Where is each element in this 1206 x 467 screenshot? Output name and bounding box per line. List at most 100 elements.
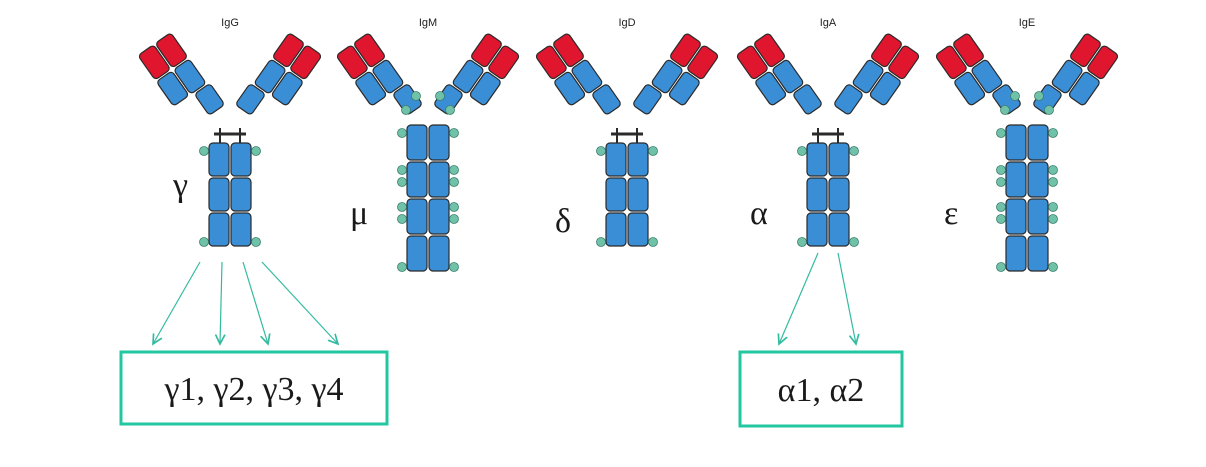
antibody-ige: IgE ε: [935, 17, 1119, 272]
fc-domain: [627, 142, 649, 177]
carbohydrate: [397, 128, 407, 138]
fc-domain: [806, 177, 828, 212]
variable-domain: [935, 45, 967, 80]
carbohydrate: [1048, 214, 1058, 224]
antibody-igm: IgM μ: [336, 17, 520, 272]
constant-domain: [971, 59, 1003, 94]
fab-arm-left: [336, 33, 422, 115]
carbohydrate: [996, 177, 1006, 187]
antibody-igg: IgG γ: [138, 17, 322, 247]
constant-domain: [793, 84, 822, 115]
fc-domain: [1005, 161, 1027, 198]
igg-subclass-box-border: [119, 350, 389, 426]
fc-domain: [828, 177, 850, 212]
variable-domain: [156, 33, 187, 68]
variable-domain: [736, 45, 768, 80]
variable-domain: [471, 33, 502, 68]
fc-domain: [806, 142, 828, 177]
carbohydrate: [1034, 91, 1044, 101]
carbohydrate: [996, 214, 1006, 224]
carbohydrate: [199, 237, 209, 247]
fc-domain: [1005, 124, 1027, 161]
fab-arm-left: [736, 33, 822, 115]
fc-domain: [208, 177, 230, 212]
carbohydrate: [449, 202, 459, 212]
constant-domain: [254, 59, 286, 94]
variable-domain: [553, 33, 584, 68]
constant-domain: [1051, 59, 1083, 94]
variable-domain: [754, 33, 785, 68]
fc-domain: [208, 142, 230, 177]
fc-domain: [208, 212, 230, 247]
carbohydrate: [797, 146, 807, 156]
fc-domain: [230, 212, 252, 247]
carbohydrate: [849, 237, 859, 247]
fc-domain: [428, 198, 450, 235]
carbohydrate: [1000, 105, 1010, 115]
iga-subclass-arrows: [779, 252, 856, 344]
carbohydrate: [648, 146, 658, 156]
isotype-title-igd: IgD: [618, 17, 635, 29]
carbohydrate: [648, 237, 658, 247]
fab-arm-left: [935, 33, 1021, 115]
isotype-title-ige: IgE: [1019, 17, 1036, 29]
carbohydrate: [996, 202, 1006, 212]
variable-domain: [488, 45, 520, 80]
carbohydrate: [1048, 177, 1058, 187]
carbohydrate: [1048, 165, 1058, 175]
fc-domain: [406, 161, 428, 198]
carbohydrate: [1010, 91, 1020, 101]
constant-domain: [571, 59, 603, 94]
constant-domain: [372, 59, 404, 94]
constant-domain: [755, 71, 787, 106]
constant-domain: [554, 71, 586, 106]
variable-domain: [888, 45, 920, 80]
carbohydrate: [397, 177, 407, 187]
fc-domain: [1005, 235, 1027, 272]
fc-domain: [627, 177, 649, 212]
fc-domain: [406, 235, 428, 272]
constant-domain: [271, 71, 303, 106]
fc-domain: [1027, 124, 1049, 161]
carbohydrate: [251, 237, 261, 247]
carbohydrate: [449, 128, 459, 138]
fc-domain: [605, 177, 627, 212]
carbohydrate: [1048, 202, 1058, 212]
carbohydrate: [251, 146, 261, 156]
carbohydrate: [397, 214, 407, 224]
fc-domain: [406, 124, 428, 161]
variable-domain: [336, 45, 368, 80]
fab-arm-right: [1033, 33, 1119, 115]
constant-domain: [592, 84, 621, 115]
constant-domain: [834, 84, 863, 115]
variable-domain: [670, 33, 701, 68]
fc-domain: [406, 198, 428, 235]
fab-arm-left: [535, 33, 621, 115]
constant-domain: [869, 71, 901, 106]
variable-domain: [138, 45, 170, 80]
heavy-chain-label-igg: γ: [172, 167, 188, 204]
constant-domain: [772, 59, 804, 94]
variable-domain: [687, 45, 719, 80]
arrow-alpha2: [837, 252, 856, 344]
variable-domain: [953, 33, 984, 68]
arrow-gamma1: [153, 261, 201, 344]
constant-domain: [852, 59, 884, 94]
fc-domain: [605, 142, 627, 177]
fc-domain: [230, 177, 252, 212]
heavy-chain-label-igd: δ: [555, 203, 571, 240]
igg-subclass-text: γ1, γ2, γ3, γ4: [163, 371, 343, 408]
fab-arm-right: [236, 33, 322, 115]
carbohydrate: [996, 262, 1006, 272]
fab-arm-right: [434, 33, 520, 115]
variable-domain: [290, 45, 322, 80]
carbohydrate: [596, 146, 606, 156]
variable-domain: [354, 33, 385, 68]
fc-domain: [428, 124, 450, 161]
fab-arm-right: [633, 33, 719, 115]
fc-domain: [1027, 161, 1049, 198]
carbohydrate: [199, 146, 209, 156]
heavy-chain-label-ige: ε: [944, 195, 958, 232]
carbohydrate: [1048, 128, 1058, 138]
